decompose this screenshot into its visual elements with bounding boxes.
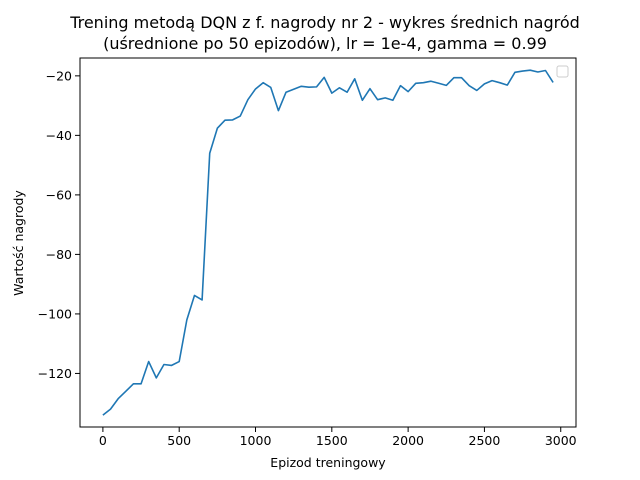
x-tick-label: 2500 (469, 433, 501, 448)
x-tick-label: 0 (99, 433, 107, 448)
y-axis-label: Wartość nagrody (11, 190, 26, 296)
chart-subtitle: (uśrednione po 50 epizodów), lr = 1e-4, … (103, 34, 547, 53)
series-line (102, 69, 554, 416)
plot-area (79, 57, 577, 428)
x-tick-label: 500 (167, 433, 191, 448)
y-tick-label: −20 (46, 68, 72, 83)
y-axis-ticks: −120 −100 −80 −60 −40 −20 (38, 68, 80, 381)
y-tick-label: −60 (46, 187, 72, 202)
x-tick-label: 1000 (240, 433, 272, 448)
x-tick-label: 1500 (316, 433, 348, 448)
y-tick-label: −120 (38, 366, 72, 381)
x-axis-ticks: 0 500 1000 1500 2000 2500 3000 (99, 427, 577, 448)
x-tick-label: 2000 (392, 433, 424, 448)
x-axis-label: Epizod treningowy (270, 455, 386, 470)
chart-title: Trening metodą DQN z f. nagrody nr 2 - w… (69, 13, 580, 32)
y-tick-label: −40 (46, 128, 72, 143)
x-tick-label: 3000 (545, 433, 577, 448)
y-tick-label: −100 (38, 306, 72, 321)
legend-box (556, 65, 569, 78)
y-tick-label: −80 (46, 247, 72, 262)
